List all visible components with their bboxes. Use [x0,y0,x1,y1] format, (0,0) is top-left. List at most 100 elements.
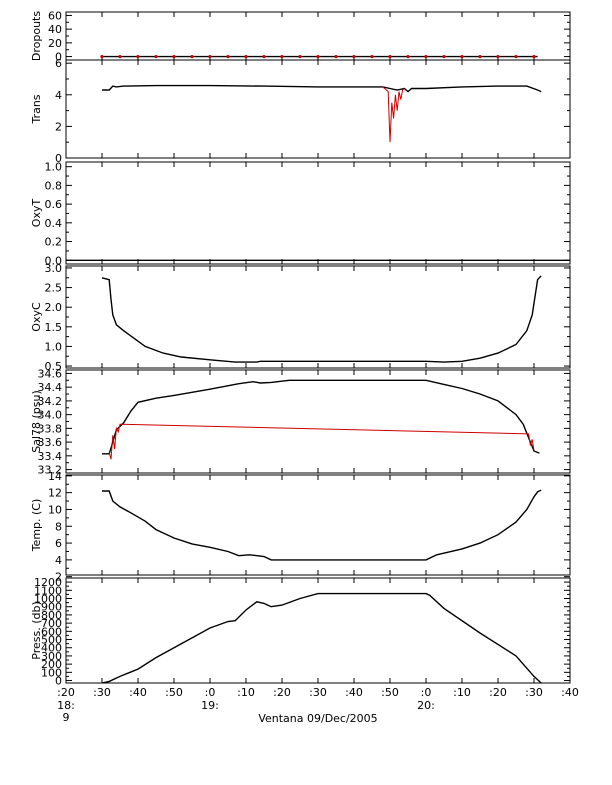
y-tick-label: 1000 [34,593,62,606]
y-tick-label: 2.0 [45,301,63,314]
panel-frame [65,59,571,159]
series-marker [154,54,158,59]
x-tick-label: :30 [309,686,327,699]
x-tick-label: :50 [165,686,183,699]
x-tick-label: :20 [489,686,507,699]
x-tick-label: :40 [561,686,579,699]
series-marker [532,54,536,59]
y-axis-label: Temp. (C) [30,499,43,553]
y-tick-label: 14 [48,470,62,483]
y-tick-label: 34.2 [38,395,63,408]
y-tick-label: 300 [41,650,62,663]
y-tick-label: 700 [41,617,62,630]
y-tick-label: 0.4 [45,217,63,230]
y-tick-label: 0.2 [45,236,63,249]
y-tick-label: 6 [55,57,62,70]
x-tick-label: :10 [237,686,255,699]
y-tick-label: 6 [55,537,62,550]
panel-frame [65,161,571,265]
y-tick-label: 900 [41,601,62,614]
y-axis-label: Press. (db) [30,601,43,660]
x-tick-label: :40 [129,686,147,699]
series-marker [514,54,518,59]
y-tick-label: 0.8 [45,179,63,192]
series-marker [406,54,410,59]
x-tick-label: :30 [525,686,543,699]
y-axis-label: OxyC [30,302,43,332]
y-tick-label: 60 [48,9,62,22]
y-tick-label: 0 [55,152,62,165]
series-marker [100,54,104,59]
panel-frame [65,369,571,474]
panel: 0 2 4 6 Trans [30,57,571,165]
y-tick-label: 33.8 [38,422,63,435]
series-marker [352,54,356,59]
series-marker [478,54,482,59]
y-tick-label: 1200 [34,576,62,589]
x-hour-label: 9 [63,711,70,724]
x-hour-label: 19: [201,699,219,712]
series-marker [442,54,446,59]
series-marker [370,54,374,59]
y-axis-label: Sal78 (psu) [30,390,43,453]
series-line [382,86,405,143]
panel: 0.0 0.2 0.4 0.6 0.8 1.0 OxyT [30,161,571,267]
series-marker [118,54,122,59]
series-marker [334,54,338,59]
panel-frame [65,11,571,61]
y-tick-label: 4 [55,554,62,567]
x-hour-label: 18: [57,699,75,712]
series-marker [226,54,230,59]
y-tick-label: 0 [55,51,62,64]
x-tick-label: :20 [57,686,75,699]
y-axis-label: Dropouts [30,11,43,61]
y-tick-label: 2 [55,571,62,584]
series-line [101,592,542,684]
y-tick-label: 4 [55,89,62,102]
series-marker [460,54,464,59]
series-marker [244,54,248,59]
series-marker [208,54,212,59]
x-tick-label: :40 [345,686,363,699]
chart-panels: 0204060Dropouts0246Trans0.00.20.40.60.81… [30,9,571,688]
y-tick-label: 500 [41,634,62,647]
x-axis-label: Ventana 09/Dec/2005 [258,712,377,725]
series-marker [262,54,266,59]
series-line [102,489,542,561]
x-tick-label: :10 [453,686,471,699]
y-tick-label: 3.0 [45,262,63,275]
y-tick-label: 100 [41,666,62,679]
y-axis-label: OxyT [30,199,43,228]
series-marker [388,54,392,59]
panel: 33.233.433.633.834.034.234.434.6 Sal78 (p… [30,367,571,477]
y-tick-label: 2 [55,120,62,133]
series-line [108,423,535,460]
y-tick-label: 33.4 [38,450,63,463]
series-marker [172,54,176,59]
x-tick-label: :0 [421,686,432,699]
y-tick-label: 34.4 [38,381,63,394]
series-line [101,275,542,363]
y-tick-label: 20 [48,37,62,50]
panel-frame [65,265,571,369]
y-tick-label: 1.0 [45,161,63,174]
y-tick-label: 600 [41,625,62,638]
y-tick-label: 1.5 [45,321,63,334]
y-tick-label: 34.6 [38,367,63,380]
series-marker [190,54,194,59]
y-tick-label: 0.5 [45,360,63,373]
y-tick-label: 8 [55,520,62,533]
series-marker [298,54,302,59]
y-tick-label: 2.5 [45,282,63,295]
x-tick-label: :30 [93,686,111,699]
series-marker [496,54,500,59]
y-tick-label: 0 [55,675,62,688]
series-marker [136,54,140,59]
y-tick-label: 33.6 [38,436,63,449]
y-tick-label: 200 [41,658,62,671]
y-tick-label: 1.0 [45,340,63,353]
x-tick-label: :50 [381,686,399,699]
y-tick-label: 800 [41,609,62,622]
series-marker [424,54,428,59]
